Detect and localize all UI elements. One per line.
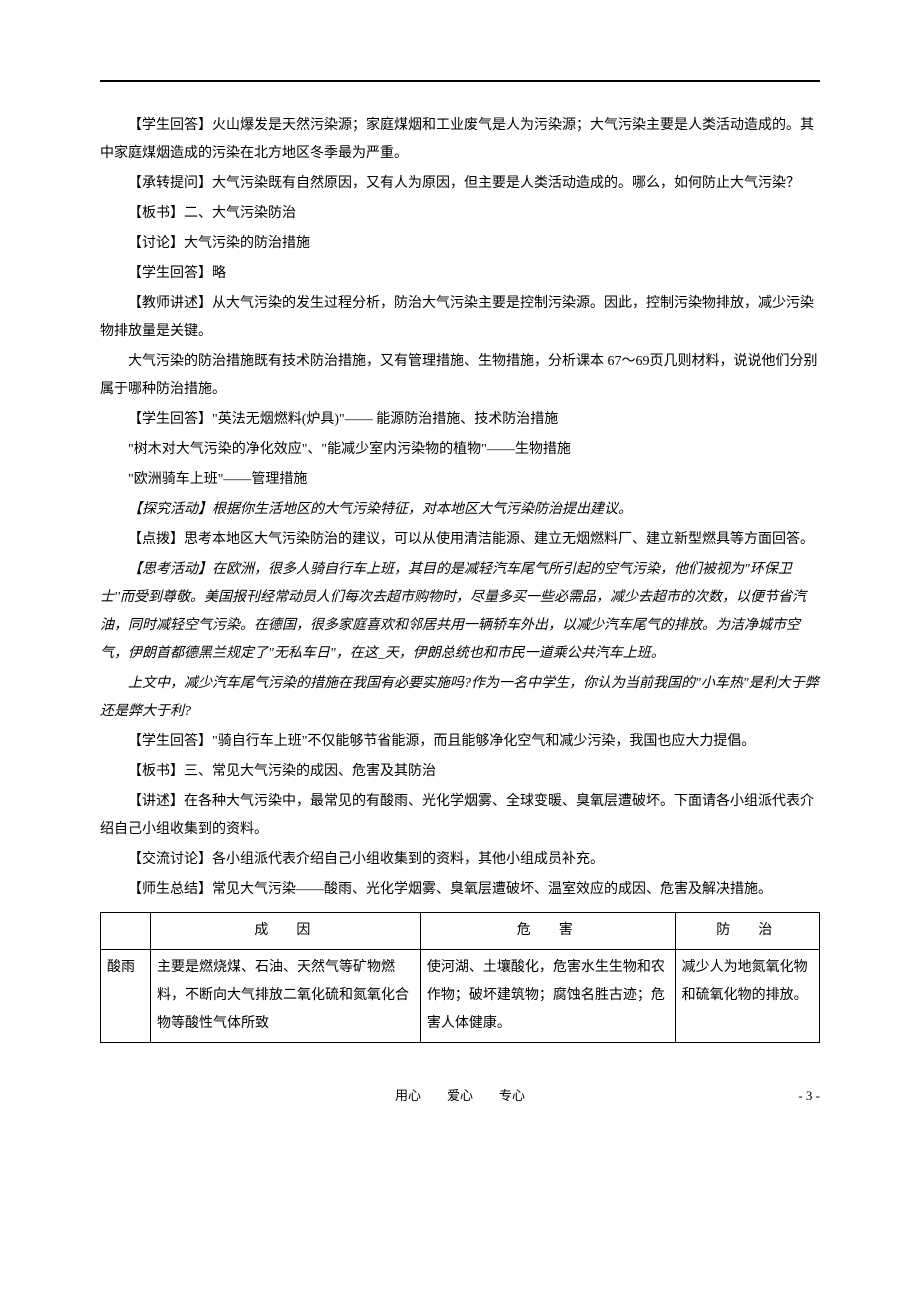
paragraphs-container: 【学生回答】火山爆发是天然污染源；家庭煤烟和工业废气是人为污染源；大气污染主要是… bbox=[100, 112, 820, 904]
paragraph: 【学生回答】"骑自行车上班"不仅能够节省能源，而且能够净化空气和减少污染，我国也… bbox=[100, 728, 820, 756]
footer-center-text: 用心 爱心 专心 bbox=[160, 1083, 760, 1109]
header-prevent: 防治 bbox=[675, 913, 819, 950]
row-harm: 使河湖、土壤酸化，危害水生生物和农作物；破坏建筑物；腐蚀名胜古迹；危害人体健康。 bbox=[420, 950, 675, 1043]
footer-page-number: - 3 - bbox=[760, 1083, 820, 1109]
paragraph: 【承转提问】大气污染既有自然原因，又有人为原因，但主要是人类活动造成的。哪么，如… bbox=[100, 170, 820, 198]
row-label: 酸雨 bbox=[101, 950, 151, 1043]
pollution-table: 成因 危害 防治 酸雨 主要是燃烧煤、石油、天然气等矿物燃料，不断向大气排放二氧… bbox=[100, 912, 820, 1043]
page-footer: 用心 爱心 专心 - 3 - bbox=[100, 1083, 820, 1109]
row-cause: 主要是燃烧煤、石油、天然气等矿物燃料，不断向大气排放二氧化硫和氮氧化合物等酸性气… bbox=[151, 950, 421, 1043]
paragraph: 【讨论】大气污染的防治措施 bbox=[100, 230, 820, 258]
table-header-row: 成因 危害 防治 bbox=[101, 913, 820, 950]
paragraph: 【教师讲述】从大气污染的发生过程分析，防治大气污染主要是控制污染源。因此，控制污… bbox=[100, 290, 820, 346]
paragraph: 【探究活动】根据你生活地区的大气污染特征，对本地区大气污染防治提出建议。 bbox=[100, 496, 820, 524]
table-row: 酸雨 主要是燃烧煤、石油、天然气等矿物燃料，不断向大气排放二氧化硫和氮氧化合物等… bbox=[101, 950, 820, 1043]
paragraph: 【师生总结】常见大气污染——酸雨、光化学烟雾、臭氧层遭破坏、温室效应的成因、危害… bbox=[100, 876, 820, 904]
header-harm: 危害 bbox=[420, 913, 675, 950]
paragraph: 【学生回答】火山爆发是天然污染源；家庭煤烟和工业废气是人为污染源；大气污染主要是… bbox=[100, 112, 820, 168]
header-cause: 成因 bbox=[151, 913, 421, 950]
paragraph: 【学生回答】略 bbox=[100, 260, 820, 288]
row-prevent: 减少人为地氮氧化物和硫氧化物的排放。 bbox=[675, 950, 819, 1043]
paragraph: "树木对大气污染的净化效应"、"能减少室内污染物的植物"——生物措施 bbox=[100, 436, 820, 464]
paragraph: 【思考活动】在欧洲，很多人骑自行车上班，其目的是减轻汽车尾气所引起的空气污染，他… bbox=[100, 556, 820, 668]
document-content: 【学生回答】火山爆发是天然污染源；家庭煤烟和工业废气是人为污染源；大气污染主要是… bbox=[100, 80, 820, 1043]
paragraph: 上文中，减少汽车尾气污染的措施在我国有必要实施吗?作为一名中学生，你认为当前我国… bbox=[100, 670, 820, 726]
paragraph: "欧洲骑车上班"——管理措施 bbox=[100, 466, 820, 494]
paragraph: 【讲述】在各种大气污染中，最常见的有酸雨、光化学烟雾、全球变暖、臭氧层遭破坏。下… bbox=[100, 788, 820, 844]
paragraph: 【点拨】思考本地区大气污染防治的建议，可以从使用清洁能源、建立无烟燃料厂、建立新… bbox=[100, 526, 820, 554]
paragraph: 【板书】三、常见大气污染的成因、危害及其防治 bbox=[100, 758, 820, 786]
paragraph: 【交流讨论】各小组派代表介绍自己小组收集到的资料，其他小组成员补充。 bbox=[100, 846, 820, 874]
paragraph: 【学生回答】"英法无烟燃料(炉具)"—— 能源防治措施、技术防治措施 bbox=[100, 406, 820, 434]
paragraph: 【板书】二、大气污染防治 bbox=[100, 200, 820, 228]
header-blank bbox=[101, 913, 151, 950]
paragraph: 大气污染的防治措施既有技术防治措施，又有管理措施、生物措施，分析课本 67～69… bbox=[100, 348, 820, 404]
